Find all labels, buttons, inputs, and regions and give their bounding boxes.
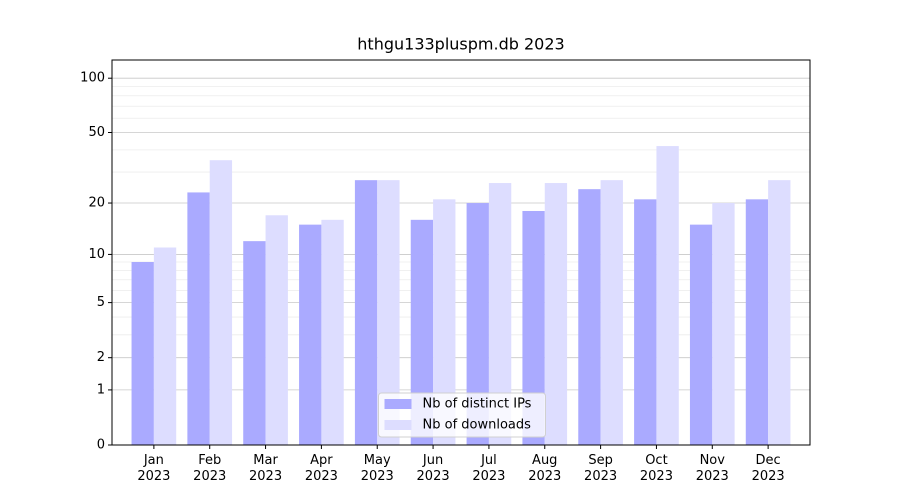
bar	[634, 199, 657, 445]
x-tick-label: Feb 2023	[193, 453, 227, 484]
legend-swatch	[384, 399, 412, 409]
y-tick-label: 10	[88, 247, 105, 262]
plot-frame	[111, 59, 811, 446]
y-tick-label: 0	[97, 438, 105, 453]
y-tick-label: 1	[97, 382, 105, 397]
legend-label: Nb of downloads	[423, 418, 532, 433]
bar	[265, 215, 288, 445]
legend-swatch	[384, 420, 412, 430]
legend-box	[378, 392, 546, 438]
bar	[544, 183, 568, 445]
bar	[243, 241, 266, 445]
bar	[689, 224, 713, 445]
bar	[578, 189, 601, 445]
bar	[377, 180, 400, 445]
bar	[187, 192, 210, 445]
bar	[488, 183, 512, 445]
chart-title: hthgu133pluspm.db 2023	[357, 35, 564, 54]
bar	[410, 219, 434, 445]
x-tick-label: Mar 2023	[249, 453, 283, 484]
bar	[600, 180, 623, 445]
bar	[299, 224, 322, 445]
y-tick-label: 100	[80, 71, 105, 86]
y-tick-label: 50	[88, 125, 105, 140]
x-tick-label: Jan 2023	[137, 453, 171, 484]
x-tick-label: Jul 2023	[472, 453, 506, 484]
x-tick-label: Apr 2023	[304, 453, 338, 484]
y-tick-label: 5	[97, 295, 105, 310]
legend-label: Nb of distinct IPs	[423, 397, 532, 412]
bar	[522, 210, 545, 445]
bar	[466, 203, 489, 445]
bar	[712, 203, 735, 445]
y-tick-label: 20	[88, 196, 105, 211]
bar	[131, 261, 154, 445]
bar	[321, 219, 344, 445]
x-tick-label: Sep 2023	[584, 453, 618, 484]
bar	[433, 199, 456, 445]
x-tick-label: Dec 2023	[751, 453, 785, 484]
y-tick-label: 2	[97, 350, 105, 365]
bar	[745, 199, 769, 445]
x-tick-label: Oct 2023	[639, 453, 673, 484]
bar	[354, 180, 378, 445]
bar	[153, 247, 177, 445]
x-tick-label: Nov 2023	[695, 453, 729, 484]
x-tick-label: May 2023	[360, 453, 394, 484]
bar	[768, 180, 791, 445]
bar	[656, 146, 679, 445]
x-tick-label: Jun 2023	[416, 453, 450, 484]
bar	[209, 160, 233, 446]
x-tick-label: Aug 2023	[528, 453, 562, 484]
